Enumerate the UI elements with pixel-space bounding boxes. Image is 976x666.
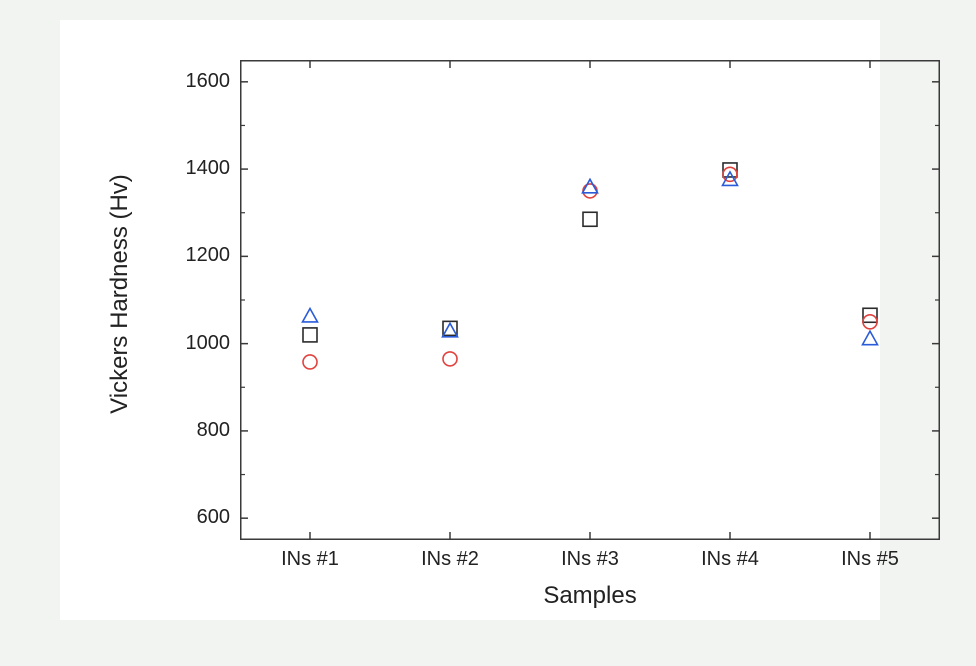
plot-area [240,60,940,540]
x-tick-label: INs #2 [400,548,500,571]
y-tick-label: 800 [170,419,230,442]
plot-svg [240,60,940,540]
y-tick-label: 1600 [170,70,230,93]
page-root: Vickers Hardness (Hv) Samples 600 800 1000… [0,0,976,666]
y-tick-label: 1000 [170,332,230,355]
x-tick-label: INs #4 [680,548,780,571]
x-axis-label: Samples [240,582,940,610]
y-axis-label: Vickers Hardness (Hv) [106,164,134,424]
chart-panel: Vickers Hardness (Hv) Samples 6008001000… [60,20,880,620]
x-tick-label: INs #5 [820,548,920,571]
y-tick-label: 600 [170,506,230,529]
x-tick-label: INs #3 [540,548,640,571]
y-tick-label: 1400 [170,157,230,180]
x-tick-label: INs #1 [260,548,360,571]
y-tick-label: 1200 [170,244,230,267]
